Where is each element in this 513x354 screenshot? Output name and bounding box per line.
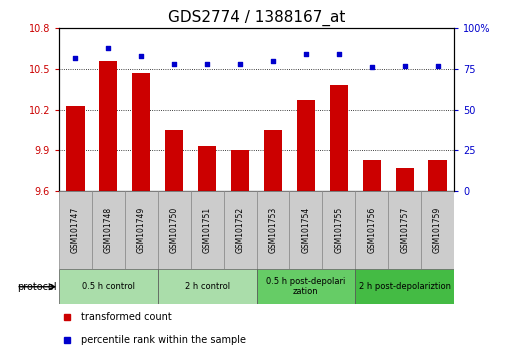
Bar: [396, 168, 413, 191]
Bar: [198, 147, 216, 191]
Point: [137, 53, 145, 59]
Bar: [289, 191, 322, 269]
Bar: [165, 130, 183, 191]
Bar: [59, 269, 158, 304]
Title: GDS2774 / 1388167_at: GDS2774 / 1388167_at: [168, 9, 345, 25]
Text: transformed count: transformed count: [81, 312, 171, 322]
Bar: [132, 73, 150, 191]
Text: 2 h control: 2 h control: [185, 282, 230, 291]
Point: [334, 52, 343, 57]
Text: 2 h post-depolariztion: 2 h post-depolariztion: [359, 282, 450, 291]
Text: GSM101747: GSM101747: [71, 207, 80, 253]
Bar: [256, 269, 355, 304]
Text: GSM101752: GSM101752: [235, 207, 245, 253]
Bar: [355, 269, 454, 304]
Bar: [191, 191, 224, 269]
Bar: [421, 191, 454, 269]
Text: protocol: protocol: [17, 282, 56, 292]
Text: GSM101759: GSM101759: [433, 207, 442, 253]
Bar: [100, 61, 117, 191]
Bar: [428, 160, 447, 191]
Text: GSM101753: GSM101753: [268, 207, 278, 253]
Bar: [66, 106, 85, 191]
Text: GSM101748: GSM101748: [104, 207, 113, 253]
Text: 0.5 h control: 0.5 h control: [82, 282, 135, 291]
Text: 0.5 h post-depolari
zation: 0.5 h post-depolari zation: [266, 277, 346, 296]
Bar: [224, 191, 256, 269]
Text: GSM101751: GSM101751: [203, 207, 212, 253]
Bar: [322, 191, 355, 269]
Bar: [355, 191, 388, 269]
Text: GSM101756: GSM101756: [367, 207, 376, 253]
Point: [203, 61, 211, 67]
Bar: [264, 130, 282, 191]
Point: [433, 63, 442, 69]
Text: percentile rank within the sample: percentile rank within the sample: [81, 335, 246, 346]
Point: [236, 61, 244, 67]
Text: GSM101757: GSM101757: [400, 207, 409, 253]
Point: [302, 52, 310, 57]
Bar: [92, 191, 125, 269]
Text: GSM101754: GSM101754: [301, 207, 310, 253]
Bar: [158, 191, 191, 269]
Bar: [158, 269, 256, 304]
Text: GSM101755: GSM101755: [334, 207, 343, 253]
Bar: [231, 150, 249, 191]
Point: [401, 63, 409, 69]
Bar: [363, 160, 381, 191]
Point: [170, 61, 179, 67]
Bar: [388, 191, 421, 269]
Point: [368, 64, 376, 70]
Bar: [256, 191, 289, 269]
Text: GSM101750: GSM101750: [170, 207, 179, 253]
Bar: [330, 85, 348, 191]
Point: [104, 45, 112, 51]
Point: [71, 55, 80, 61]
Bar: [125, 191, 158, 269]
Point: [269, 58, 277, 64]
Bar: [59, 191, 92, 269]
Bar: [297, 100, 315, 191]
Text: GSM101749: GSM101749: [137, 207, 146, 253]
